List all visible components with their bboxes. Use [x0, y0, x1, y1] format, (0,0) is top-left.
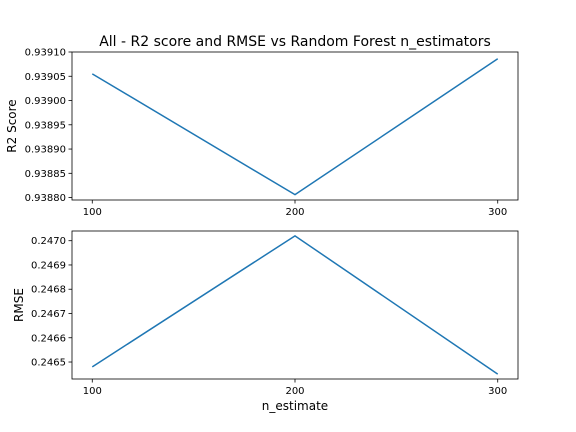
rmse-y-axis-label: RMSE	[12, 288, 26, 322]
y-tick-label: 0.2470	[31, 236, 66, 247]
y-tick-label: 0.2467	[31, 309, 66, 320]
chart-title: All - R2 score and RMSE vs Random Forest…	[99, 34, 491, 50]
y-tick-label: 0.93885	[25, 169, 66, 180]
x-tick-label: 100	[83, 207, 102, 218]
x-axis-label: n_estimate	[262, 399, 328, 413]
x-tick-label: 200	[285, 207, 304, 218]
y-tick-label: 0.2465	[31, 358, 66, 369]
r2-score-plot: 100 200 300 0.93880 0.93885 0.93890 0.93895 0.9…	[25, 48, 519, 218]
rmse-line	[91, 234, 499, 375]
x-tick-label: 300	[488, 386, 507, 397]
plot-frame	[71, 51, 519, 201]
data-point	[91, 73, 93, 75]
data-point	[294, 235, 296, 237]
data-point	[497, 373, 499, 375]
r2-score-y-axis-label: R2 Score	[5, 99, 19, 152]
data-point	[91, 366, 93, 368]
y-tick-label: 0.93900	[25, 96, 66, 107]
y-tick-label: 0.2468	[31, 285, 66, 296]
rmse-plot: 100 200 300 0.2465 0.2466 0.2467 0.2468 0.2469 0…	[31, 230, 519, 397]
y-tick-label: 0.93895	[25, 120, 66, 131]
y-tick-label: 0.2469	[31, 260, 66, 271]
plot-frame	[71, 230, 519, 380]
y-tick-label: 0.93890	[25, 145, 66, 156]
r2-score-line	[91, 58, 499, 196]
x-tick-label: 300	[488, 207, 507, 218]
y-tick-label: 0.2466	[31, 333, 66, 344]
data-point	[294, 194, 296, 196]
y-tick-label: 0.93880	[25, 193, 66, 204]
data-point	[497, 58, 499, 60]
x-tick-label: 200	[285, 386, 304, 397]
x-tick-label: 100	[83, 386, 102, 397]
y-tick-label: 0.93905	[25, 72, 66, 83]
y-tick-label: 0.93910	[25, 48, 66, 59]
